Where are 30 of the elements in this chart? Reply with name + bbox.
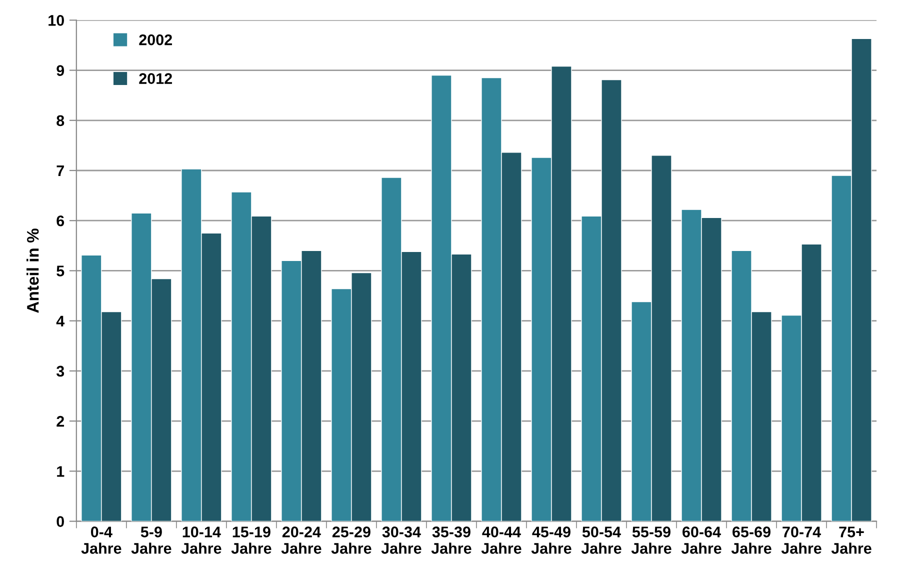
y-tick-label: 2 xyxy=(56,416,64,427)
y-tick-label: 1 xyxy=(57,466,64,477)
x-tick-label: 0-4 Jahre xyxy=(81,526,122,554)
x-tick-label: 75+ Jahre xyxy=(831,526,872,554)
legend-label: 2012 xyxy=(139,73,172,84)
y-tick-label: 5 xyxy=(56,266,64,276)
y-tick-label: 6 xyxy=(56,215,64,226)
x-tick-label: 10-14 Jahre xyxy=(181,526,222,554)
legend-label: 2002 xyxy=(139,34,172,46)
y-tick-label: 8 xyxy=(56,115,64,126)
x-tick-label: 20-24 Jahre xyxy=(281,526,322,554)
x-tick-label: 30-34 Jahre xyxy=(381,526,422,554)
x-tick-label: 50-54 Jahre xyxy=(581,526,622,554)
x-tick-label: 5-9 Jahre xyxy=(131,526,172,554)
y-tick-label: 10 xyxy=(48,15,64,26)
y-tick-label: 3 xyxy=(56,366,64,377)
x-tick-label: 65-69 Jahre xyxy=(731,526,772,554)
y-tick-label: 7 xyxy=(56,166,64,176)
y-axis-title: Anteil in % xyxy=(26,228,39,313)
x-tick-label: 15-19 Jahre xyxy=(231,526,272,554)
y-tick-label: 9 xyxy=(56,65,64,76)
x-tick-label: 60-64 Jahre xyxy=(681,526,722,554)
x-tick-label: 45-49 Jahre xyxy=(531,526,572,554)
y-tick-label: 0 xyxy=(56,516,64,527)
x-tick-label: 25-29 Jahre xyxy=(331,526,372,554)
y-tick-label: 4 xyxy=(56,316,65,326)
x-tick-label: 55-59 Jahre xyxy=(631,526,672,554)
x-tick-label: 40-44 Jahre xyxy=(481,526,522,554)
x-tick-label: 70-74 Jahre xyxy=(781,526,822,554)
x-tick-label: 35-39 Jahre xyxy=(431,526,472,554)
